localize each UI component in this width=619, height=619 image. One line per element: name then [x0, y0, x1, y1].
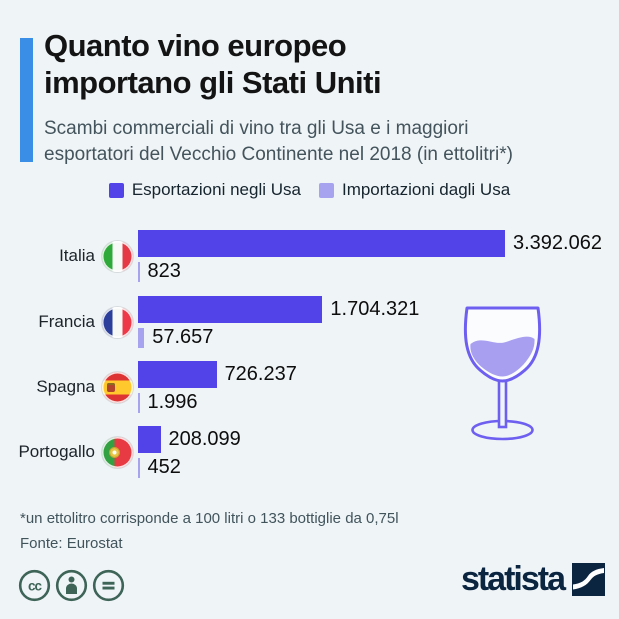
subtitle-line-2: esportatori del Vecchio Continente nel 2…: [44, 144, 513, 165]
legend-label-export: Esportazioni negli Usa: [131, 180, 301, 199]
cc-icon[interactable]: cc: [18, 569, 51, 602]
export-bar: [138, 296, 323, 323]
import-bar: [138, 457, 140, 478]
cc-nd-equals-icon[interactable]: [92, 569, 125, 602]
page-subtitle: Scambi commerciali di vino tra gli Usa e…: [44, 116, 513, 168]
import-bar: [138, 261, 140, 282]
legend-item-export: Esportazioni negli Usa: [108, 180, 301, 200]
import-value: 823: [147, 260, 181, 282]
statista-logo-icon: [572, 563, 605, 596]
import-bar-line: 823: [138, 260, 602, 283]
row-label-portogallo: Portogallo: [0, 426, 138, 478]
import-value: 57.657: [152, 326, 214, 348]
statista-logo[interactable]: statista: [460, 560, 605, 598]
export-swatch-icon: [108, 182, 124, 198]
subtitle-line-1: Scambi commerciali di vino tra gli Usa e…: [44, 118, 469, 139]
export-value: 726.237: [224, 363, 297, 385]
country-label: Spagna: [36, 377, 95, 396]
title-line-2: importano gli Stati Uniti: [44, 65, 382, 100]
export-value: 1.704.321: [330, 298, 420, 320]
country-label: Italia: [59, 246, 95, 265]
bars-italia: 3.392.062 823: [138, 230, 602, 282]
legend-item-import: Importazioni dagli Usa: [318, 180, 511, 200]
import-bar: [138, 392, 140, 413]
portugal-flag-icon: [102, 436, 133, 468]
cc-by-person-icon[interactable]: [55, 569, 88, 602]
export-bar-line: 1.704.321: [138, 296, 419, 323]
import-bar: [138, 327, 145, 348]
svg-text:cc: cc: [28, 579, 43, 594]
italy-flag-icon: [102, 240, 133, 272]
footnote-asterisk: *un ettolitro corrisponde a 100 litri o …: [20, 510, 399, 527]
bar-row-spagna: Spagna 726.237 1.996: [0, 361, 619, 413]
legend: Esportazioni negli Usa Importazioni dagl…: [0, 180, 619, 200]
bar-row-italia: Italia 3.392.062 823: [0, 230, 619, 282]
export-bar: [138, 361, 217, 388]
footnote: *un ettolitro corrisponde a 100 litri o …: [20, 506, 399, 556]
legend-label-import: Importazioni dagli Usa: [341, 180, 511, 199]
bars-portogallo: 208.099 452: [138, 426, 241, 478]
import-swatch-icon: [318, 182, 334, 198]
export-bar: [138, 230, 505, 257]
country-label: Francia: [38, 312, 95, 331]
export-value: 3.392.062: [513, 232, 602, 254]
country-label: Portogallo: [18, 442, 95, 461]
bars-spagna: 726.237 1.996: [138, 361, 297, 413]
row-label-italia: Italia: [0, 230, 138, 282]
export-value: 208.099: [168, 428, 241, 450]
title-line-1: Quanto vino europeo: [44, 28, 347, 63]
row-label-francia: Francia: [0, 296, 138, 348]
title-accent-bar: [20, 38, 33, 162]
bars-francia: 1.704.321 57.657: [138, 296, 419, 348]
export-bar-line: 726.237: [138, 361, 297, 388]
bar-row-portogallo: Portogallo 208.099 452: [0, 426, 619, 478]
import-bar-line: 1.996: [138, 391, 297, 414]
page-title: Quanto vino europeo importano gli Stati …: [44, 27, 382, 101]
export-bar: [138, 426, 161, 453]
import-value: 1.996: [147, 391, 198, 413]
france-flag-icon: [102, 306, 133, 338]
source-line: Fonte: Eurostat: [20, 535, 123, 552]
wine-glass-icon: [463, 306, 542, 441]
import-bar-line: 57.657: [138, 326, 419, 349]
row-label-spagna: Spagna: [0, 361, 138, 413]
import-value: 452: [147, 456, 181, 478]
bar-row-francia: Francia 1.704.321 57.657: [0, 296, 619, 348]
statista-wordmark: statista: [460, 560, 566, 598]
export-bar-line: 3.392.062: [138, 230, 602, 257]
spain-flag-icon: [102, 371, 133, 403]
export-bar-line: 208.099: [138, 426, 241, 453]
cc-license-badges[interactable]: cc: [18, 569, 125, 602]
import-bar-line: 452: [138, 456, 241, 479]
